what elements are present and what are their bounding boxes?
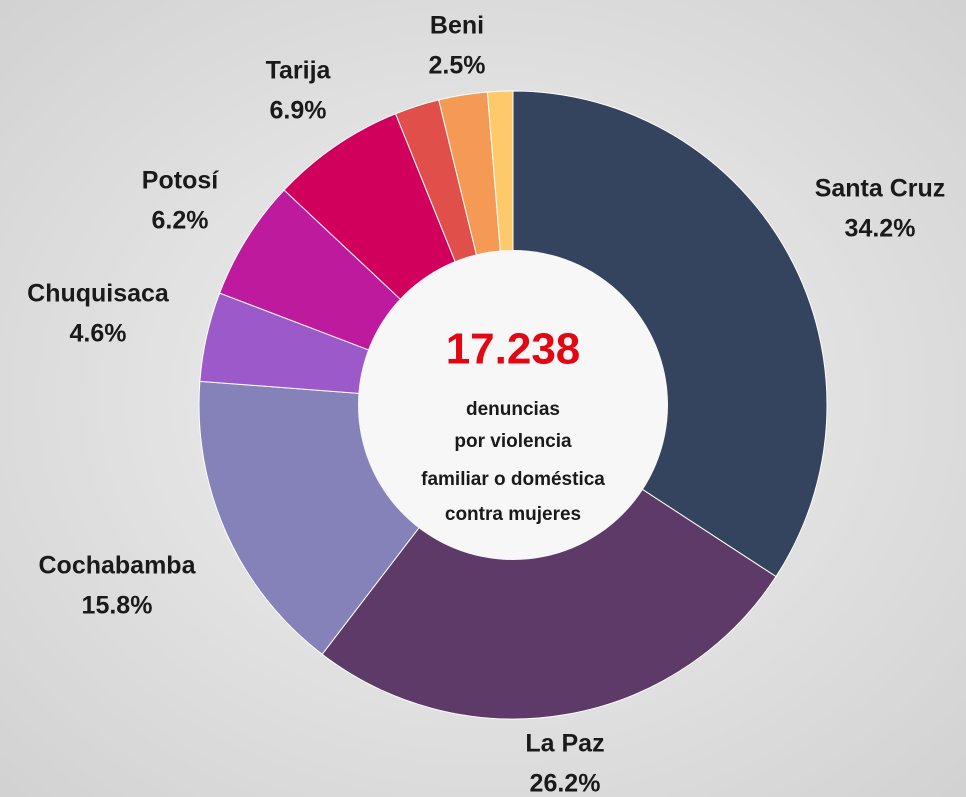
value-label: 15.8% [82, 592, 153, 620]
chart: 17.238 denuncias por violencia familiar … [0, 0, 966, 797]
slice-label: Potosí [142, 167, 219, 195]
center-text: por violencia [454, 431, 572, 452]
center-title: 17.238 [446, 325, 581, 374]
slice-label: Santa Cruz [815, 175, 946, 203]
slice-label: Chuquisaca [27, 280, 170, 308]
value-label: 4.6% [70, 320, 127, 348]
slice-label: Cochabamba [39, 552, 197, 580]
slice-label: Tarija [266, 57, 332, 85]
value-label: 2.5% [429, 52, 486, 80]
slice-label: La Paz [525, 730, 604, 758]
center-text: denuncias [466, 399, 560, 420]
value-label: 26.2% [530, 770, 601, 797]
slice-label: Beni [430, 12, 484, 40]
value-label: 34.2% [845, 215, 916, 243]
value-label: 6.9% [270, 97, 327, 125]
value-label: 6.2% [152, 207, 209, 235]
center-text: familiar o doméstica [421, 469, 605, 490]
center-text: contra mujeres [445, 504, 581, 525]
